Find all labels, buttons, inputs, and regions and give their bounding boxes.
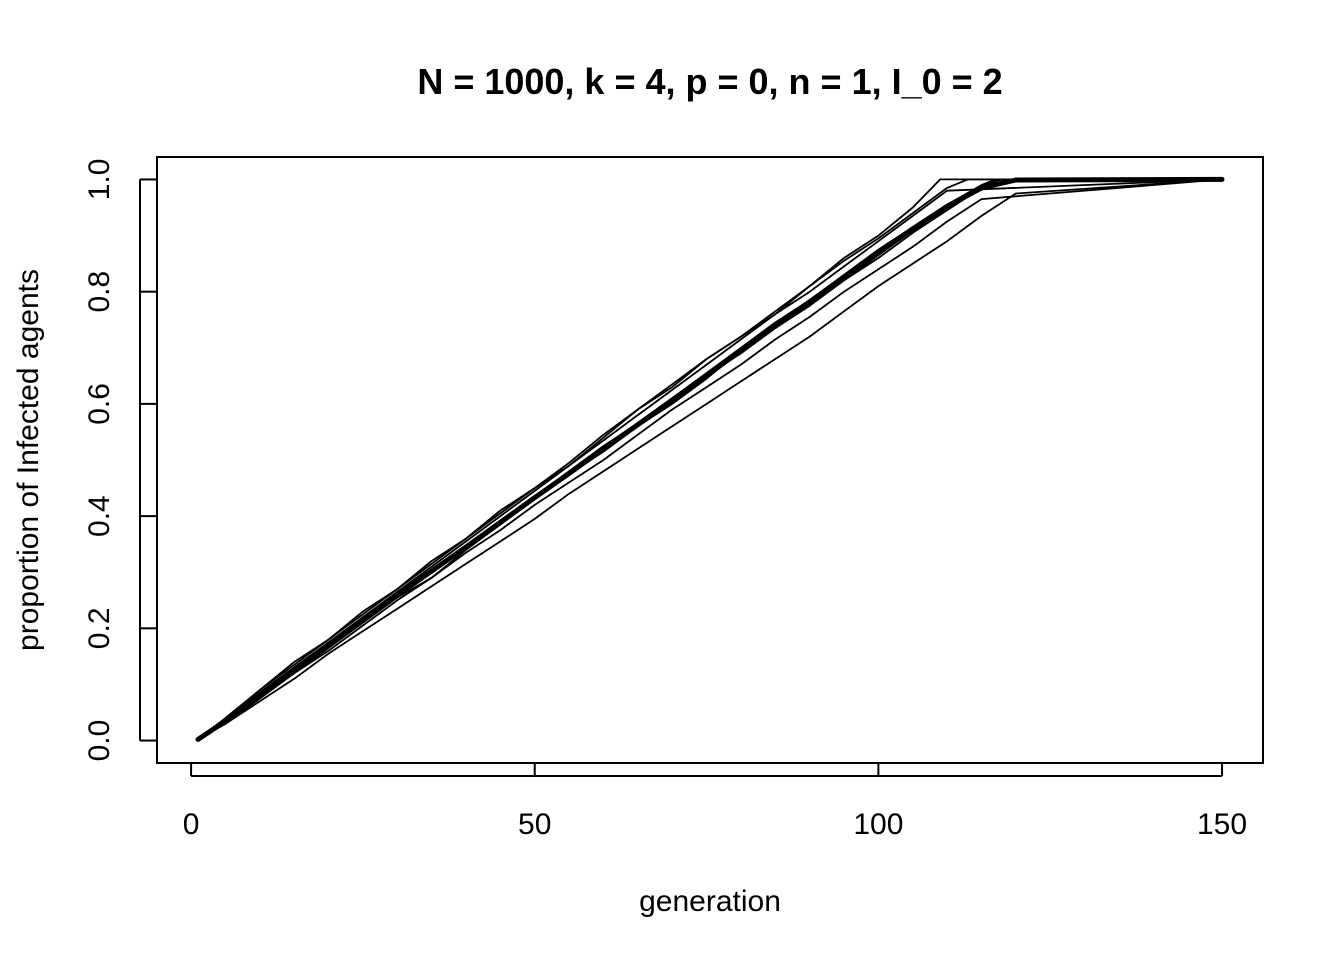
x-axis-label: generation (639, 885, 781, 918)
y-tick-label: 0.6 (83, 383, 116, 425)
y-tick-label: 1.0 (83, 159, 116, 201)
series-line-mean (195, 176, 1225, 742)
x-tick-label: 0 (183, 808, 200, 841)
series-line-run-6 (197, 178, 1222, 741)
y-axis: 0.0 0.2 0.4 0.6 0.8 1.0 (83, 159, 156, 762)
series-line-run-2 (197, 178, 1223, 741)
series-line-run-1 (197, 178, 1222, 741)
y-tick-label: 0.2 (83, 607, 116, 649)
x-tick-label: 50 (518, 808, 551, 841)
series-line-run-5 (197, 178, 1222, 741)
plot-area-frame (156, 156, 1264, 764)
chart-title: N = 1000, k = 4, p = 0, n = 1, I_0 = 2 (417, 61, 1002, 102)
series-line-run-3 (197, 178, 1223, 741)
y-tick-label: 0.0 (83, 720, 116, 762)
series-line-run-7 (197, 178, 1222, 741)
x-axis: 0 50 100 150 (183, 764, 1247, 841)
y-tick-label: 0.4 (83, 495, 116, 537)
series-line-run-8 (197, 178, 1222, 741)
y-axis-label: proportion of Infected agents (12, 269, 45, 651)
y-tick-label: 0.8 (83, 271, 116, 313)
series-group (195, 176, 1225, 742)
series-line-run-4 (197, 178, 1223, 741)
x-tick-label: 100 (853, 808, 903, 841)
x-tick-label: 150 (1197, 808, 1247, 841)
